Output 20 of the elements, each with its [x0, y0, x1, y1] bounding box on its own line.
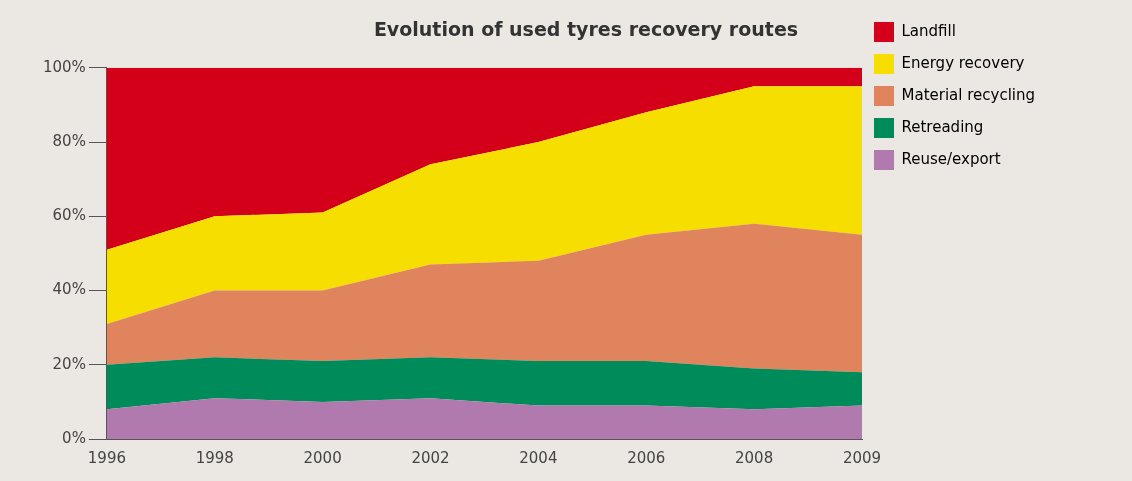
y-tick-label: 60%	[52, 206, 86, 225]
x-tick-label: 1998	[195, 448, 234, 467]
legend-label: Landfill	[901, 21, 956, 40]
legend-label: Material recycling	[901, 85, 1036, 104]
y-tick-label: 40%	[52, 280, 86, 299]
x-tick-label: 2009	[842, 448, 882, 467]
y-tick-label: 100%	[42, 57, 86, 76]
legend-label: Retreading	[901, 117, 984, 136]
y-tick-label: 0%	[62, 428, 86, 447]
y-tick-label: 80%	[52, 131, 86, 150]
legend-label: Reuse/export	[901, 149, 1001, 168]
x-tick-label: 2008	[735, 448, 774, 467]
x-tick-label: 2000	[303, 448, 342, 467]
chart-title: Evolution of used tyres recovery routes	[373, 18, 799, 41]
y-tick-label: 20%	[52, 354, 86, 373]
legend-label: Energy recovery	[901, 53, 1025, 72]
x-tick-label: 2004	[519, 448, 558, 467]
x-tick-label: 1996	[87, 448, 126, 467]
x-tick-label: 2006	[627, 448, 666, 467]
x-tick-label: 2002	[411, 448, 450, 467]
